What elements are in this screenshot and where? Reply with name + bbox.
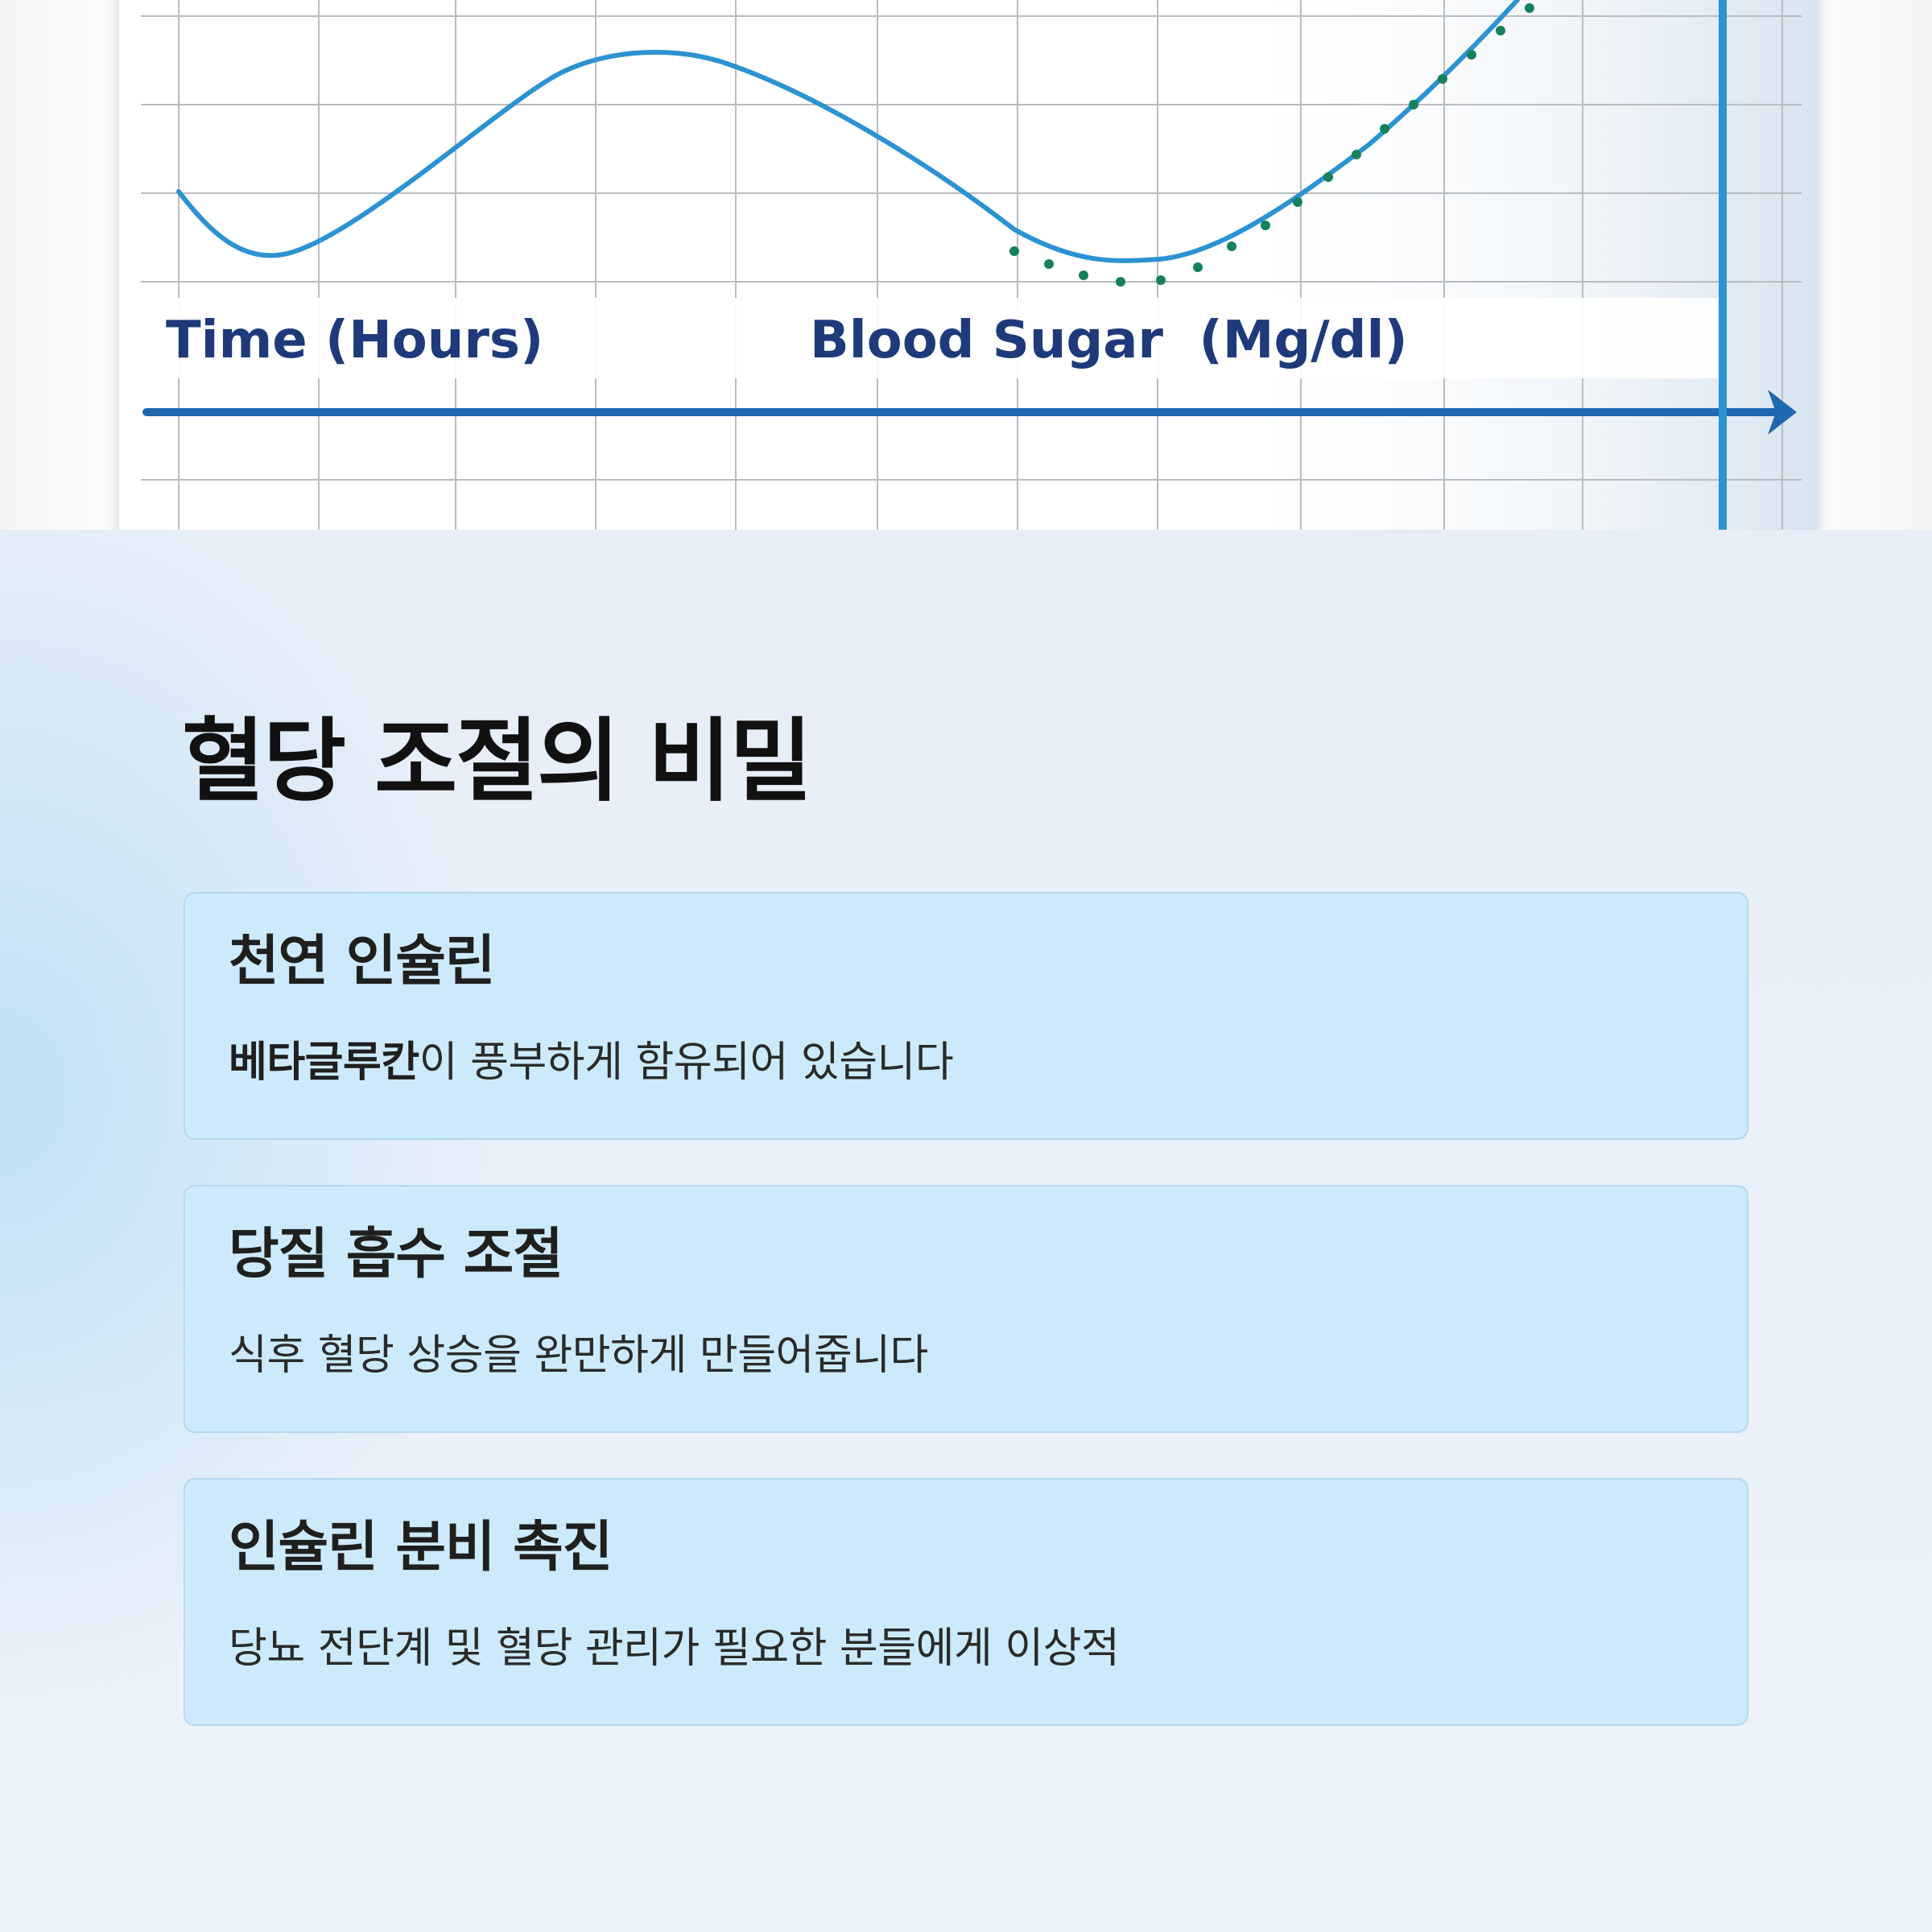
x-axis-arrow-icon bbox=[1768, 390, 1797, 435]
section-title: 혈당 조절의 비밀 bbox=[182, 709, 812, 814]
hero-graph-image: Time (Hours) Blood Sugar (Mg/dl) bbox=[0, 0, 1932, 530]
target-dotted-line bbox=[1009, 3, 1534, 287]
feature-card-title: 당질 흡수 조절 bbox=[229, 1223, 564, 1286]
x-axis-label: Time (Hours) bbox=[166, 311, 543, 370]
blood-sugar-section: 혈당 조절의 비밀 천연 인슐린 베타글루칸이 풍부하게 함유되어 있습니다 당… bbox=[0, 530, 1932, 1932]
blood-sugar-curve bbox=[176, 0, 1520, 263]
blood-sugar-graph: Time (Hours) Blood Sugar (Mg/dl) bbox=[119, 0, 1818, 530]
feature-card-description: 당뇨 전단계 및 혈당 관리가 필요한 분들에게 이상적 bbox=[229, 1624, 1120, 1673]
feature-card-natural-insulin: 천연 인슐린 베타글루칸이 풍부하게 함유되어 있습니다 bbox=[184, 892, 1748, 1140]
feature-card-insulin-secretion: 인슐린 분비 촉진 당뇨 전단계 및 혈당 관리가 필요한 분들에게 이상적 bbox=[184, 1478, 1748, 1726]
feature-card-highlight: 베타글루칸 bbox=[229, 1038, 419, 1087]
feature-card-description: 베타글루칸이 풍부하게 함유되어 있습니다 bbox=[229, 1038, 954, 1087]
feature-card-description-text: 이 풍부하게 함유되어 있습니다 bbox=[419, 1038, 954, 1087]
feature-card-title: 천연 인슐린 bbox=[229, 930, 495, 993]
feature-card-title: 인슐린 분비 촉진 bbox=[229, 1516, 613, 1579]
y-axis-label: Blood Sugar (Mg/dl) bbox=[810, 311, 1408, 370]
feature-card-description: 식후 혈당 상승을 완만하게 만들어줍니다 bbox=[229, 1331, 928, 1380]
feature-card-sugar-absorption: 당질 흡수 조절 식후 혈당 상승을 완만하게 만들어줍니다 bbox=[184, 1185, 1748, 1433]
